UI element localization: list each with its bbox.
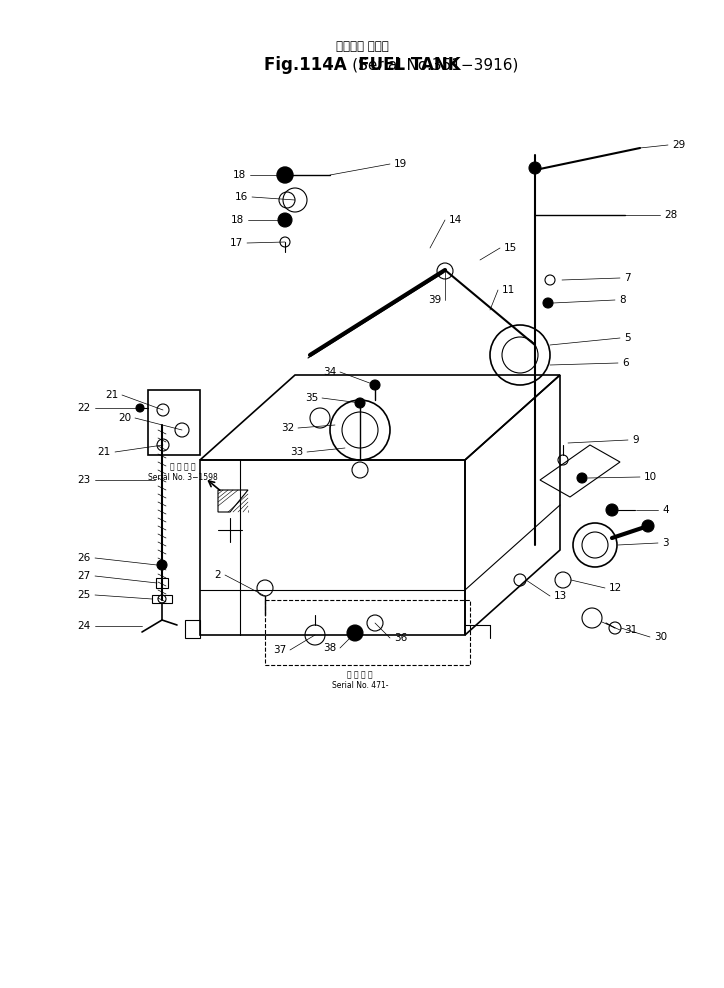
Text: 18: 18	[231, 215, 244, 225]
Text: 8: 8	[619, 295, 626, 305]
Text: 36: 36	[394, 633, 407, 643]
Text: 適 用 号 機: 適 用 号 機	[170, 462, 195, 471]
Text: 31: 31	[624, 625, 637, 635]
Circle shape	[577, 473, 587, 483]
Text: 19: 19	[394, 159, 407, 169]
Circle shape	[642, 520, 654, 532]
Text: 35: 35	[305, 393, 318, 403]
Circle shape	[606, 504, 618, 516]
Circle shape	[543, 298, 553, 308]
Text: 38: 38	[323, 643, 336, 653]
Text: 18: 18	[232, 170, 246, 180]
Circle shape	[157, 560, 167, 570]
Text: 5: 5	[624, 333, 631, 343]
Text: Serial No. 471-: Serial No. 471-	[332, 681, 388, 690]
Text: 21: 21	[105, 390, 118, 400]
Text: 3: 3	[662, 538, 669, 548]
Text: 10: 10	[644, 472, 657, 482]
Text: 34: 34	[323, 367, 336, 377]
Text: Fig.114A  FUEL TANK: Fig.114A FUEL TANK	[264, 56, 460, 74]
Text: (Serial No.351−3916): (Serial No.351−3916)	[206, 57, 518, 72]
Text: フェル・ タンク: フェル・ タンク	[336, 41, 388, 53]
Text: 32: 32	[281, 423, 294, 433]
Text: 23: 23	[77, 475, 91, 485]
Text: 2: 2	[214, 570, 221, 580]
Text: 12: 12	[609, 583, 622, 593]
Text: Serial No. 3−1598: Serial No. 3−1598	[148, 472, 218, 481]
Text: 15: 15	[504, 243, 517, 253]
Text: 37: 37	[273, 645, 286, 655]
Circle shape	[355, 398, 365, 408]
Text: 4: 4	[662, 505, 669, 515]
Text: 16: 16	[235, 192, 248, 202]
Text: 24: 24	[77, 621, 91, 631]
Circle shape	[370, 380, 380, 390]
Text: 30: 30	[654, 632, 667, 642]
Circle shape	[277, 167, 293, 183]
Circle shape	[136, 404, 144, 412]
Text: 14: 14	[449, 215, 462, 225]
Text: 21: 21	[98, 447, 111, 457]
Text: 26: 26	[77, 553, 91, 563]
Text: 29: 29	[672, 140, 685, 150]
Text: 適 用 号 機: 適 用 号 機	[348, 671, 373, 680]
Text: 22: 22	[77, 403, 91, 413]
Text: 13: 13	[554, 591, 567, 601]
Text: 11: 11	[502, 285, 515, 295]
Circle shape	[347, 625, 363, 641]
Text: 9: 9	[632, 435, 639, 445]
Text: 27: 27	[77, 571, 91, 581]
Text: 33: 33	[290, 447, 303, 457]
Text: 17: 17	[230, 238, 243, 248]
Text: 20: 20	[118, 413, 131, 423]
Text: 7: 7	[624, 273, 631, 283]
Text: 6: 6	[622, 358, 628, 368]
Text: 39: 39	[428, 295, 441, 305]
Text: 25: 25	[77, 590, 91, 600]
Circle shape	[278, 213, 292, 227]
Text: 28: 28	[664, 210, 677, 220]
Circle shape	[529, 162, 541, 174]
